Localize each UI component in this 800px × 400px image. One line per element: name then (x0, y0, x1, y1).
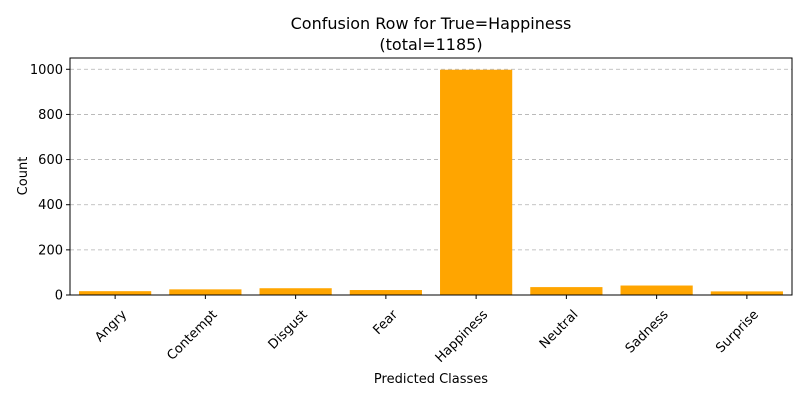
x-tick-label: Sadness (623, 307, 672, 356)
bar-disgust (259, 288, 332, 295)
bar-fear (349, 290, 422, 295)
y-axis: 0 200 400 600 800 1000 (30, 63, 70, 304)
y-tick-label: 1000 (30, 63, 63, 78)
x-tick-label: Neutral (537, 307, 582, 352)
x-tick-label: Disgust (266, 307, 311, 352)
x-axis: Angry Contempt Disgust Fear Happiness Neutral… (92, 295, 762, 366)
bars (79, 69, 783, 295)
grid (70, 68, 792, 296)
x-tick-label: Surprise (713, 307, 762, 356)
x-tick-label: Angry (92, 307, 130, 345)
bar-angry (79, 291, 152, 295)
x-tick-label: Happiness (433, 307, 492, 366)
y-tick-label: 800 (38, 108, 63, 123)
bar-sadness (620, 285, 693, 295)
plot-frame (69, 57, 793, 296)
x-tick-label: Fear (370, 307, 401, 338)
y-axis-label: Count (16, 157, 31, 196)
x-tick-label: Contempt (164, 307, 220, 363)
y-tick-label: 200 (38, 243, 63, 258)
y-tick-label: 400 (38, 198, 63, 213)
bar-neutral (530, 287, 603, 295)
chart-subtitle: (total=1185) (379, 35, 482, 54)
x-axis-label: Predicted Classes (374, 372, 488, 387)
bar-happiness (440, 69, 513, 295)
bar-contempt (169, 289, 242, 295)
chart-title: Confusion Row for True=Happiness (291, 14, 572, 33)
y-tick-label: 0 (55, 289, 63, 304)
bar-surprise (710, 291, 783, 295)
y-tick-label: 600 (38, 153, 63, 168)
